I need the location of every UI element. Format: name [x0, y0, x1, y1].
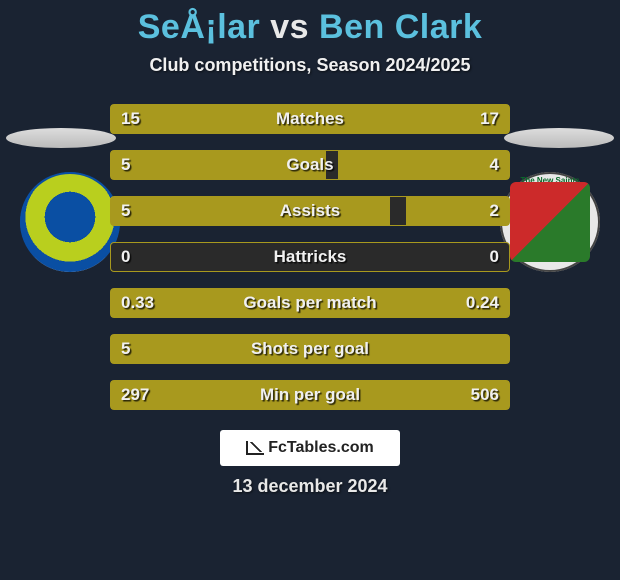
club-badge-left: [20, 172, 120, 272]
stat-value-right: 506: [471, 381, 499, 409]
logo-text: FcTables.com: [268, 439, 374, 457]
chart-icon: [246, 441, 264, 455]
stat-row: 5Goals4: [110, 150, 510, 180]
stat-label: Assists: [111, 197, 509, 225]
club-badge-right-shield: [510, 182, 590, 262]
stat-value-right: 2: [490, 197, 499, 225]
stats-bars: 15Matches17 5Goals4 5Assists2 0Hattricks0 0.…: [110, 104, 510, 410]
stat-label: Hattricks: [111, 243, 509, 271]
stat-row: 297Min per goal506: [110, 380, 510, 410]
stat-value-right: 4: [490, 151, 499, 179]
stat-label: Shots per goal: [111, 335, 509, 363]
platform-right: [504, 128, 614, 148]
subtitle: Club competitions, Season 2024/2025: [0, 55, 620, 76]
title-player-1: SeÅ¡lar: [138, 8, 261, 46]
stat-row: 0.33Goals per match0.24: [110, 288, 510, 318]
stat-label: Goals: [111, 151, 509, 179]
stat-row: 5Shots per goal: [110, 334, 510, 364]
club-badge-right: The New Saints: [500, 172, 600, 272]
stat-value-right: 0: [490, 243, 499, 271]
stat-row: 5Assists2: [110, 196, 510, 226]
stat-row: 15Matches17: [110, 104, 510, 134]
stat-label: Goals per match: [111, 289, 509, 317]
title-player-2: Ben Clark: [319, 8, 482, 46]
title: SeÅ¡lar vs Ben Clark: [0, 8, 620, 47]
stat-value-right: 0.24: [466, 289, 499, 317]
fctables-logo: FcTables.com: [220, 430, 400, 466]
stat-label: Matches: [111, 105, 509, 133]
comparison-card: SeÅ¡lar vs Ben Clark Club competitions, …: [0, 0, 620, 497]
stat-value-right: 17: [480, 105, 499, 133]
stat-label: Min per goal: [111, 381, 509, 409]
stat-row: 0Hattricks0: [110, 242, 510, 272]
title-vs: vs: [270, 8, 309, 46]
platform-left: [6, 128, 116, 148]
date: 13 december 2024: [0, 476, 620, 497]
